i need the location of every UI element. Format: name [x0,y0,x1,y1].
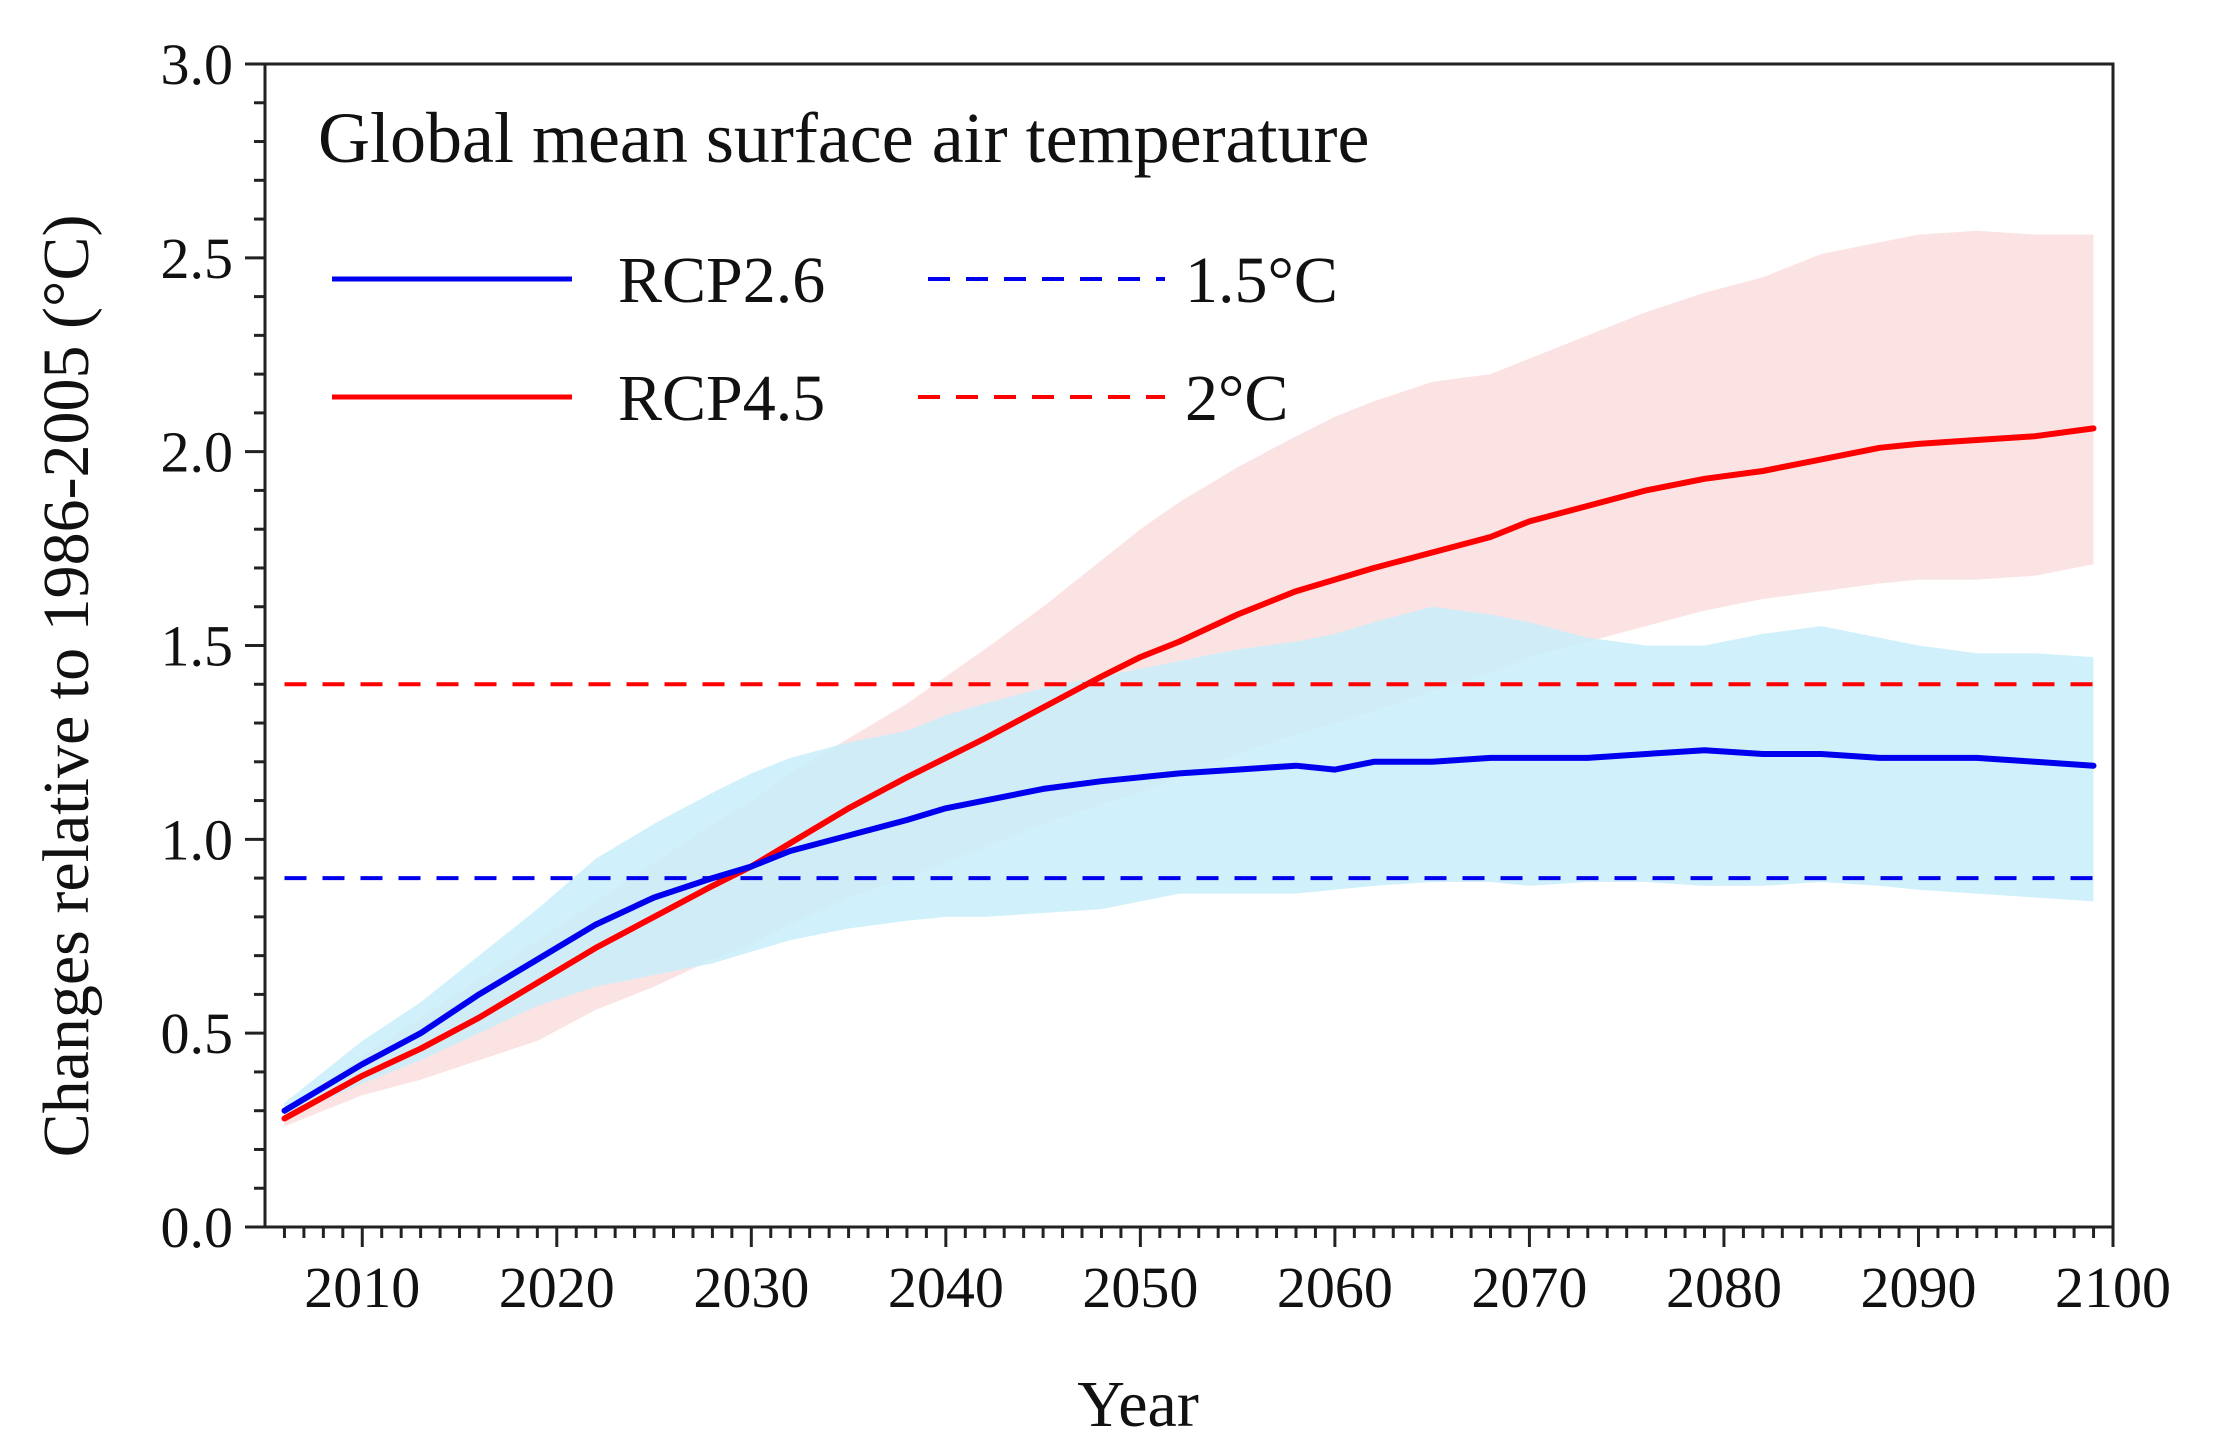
y-axis-label: Changes relative to 1986-2005 (°C) [30,215,103,1158]
y-tick-label: 0.0 [161,1195,234,1260]
x-tick-label: 2100 [2055,1255,2171,1320]
legend: RCP2.6 1.5°C RCP4.5 2°C [332,244,1338,435]
y-tick-label: 1.5 [161,614,234,679]
x-tick-label: 2070 [1471,1255,1587,1320]
legend-label-2-degc: 2°C [1185,362,1288,435]
axes: 2010 2020 2030 2040 2050 2060 2070 2080 2090 2100… [161,32,2172,1320]
x-tick-label: 2030 [693,1255,809,1320]
line-rcp2-6 [281,747,2097,1114]
band-rcp2-6 [284,606,2094,1119]
x-tick-label: 2060 [1277,1255,1393,1320]
y-tick-label: 1.0 [161,807,234,872]
legend-label-1-5-degc: 1.5°C [1185,244,1338,317]
line-rcp4-5 [281,425,2097,1122]
chart-title: Global mean surface air temperature [318,98,1369,178]
x-tick-label: 2040 [888,1255,1004,1320]
x-tick-label: 2010 [304,1255,420,1320]
x-tick-label: 2050 [1082,1255,1198,1320]
x-tick-label: 2080 [1666,1255,1782,1320]
series-lines [281,425,2097,1122]
y-tick-label: 2.5 [161,226,234,291]
legend-label-rcp4-5: RCP4.5 [618,362,825,435]
x-tick-label: 2020 [499,1255,615,1320]
legend-label-rcp2-6: RCP2.6 [618,244,825,317]
x-tick-label: 2090 [1860,1255,1976,1320]
y-tick-label: 0.5 [161,1001,234,1066]
uncertainty-bands [284,230,2094,1127]
x-axis-label: Year [1077,1368,1199,1437]
y-tick-label: 3.0 [161,32,234,97]
y-tick-label: 2.0 [161,420,234,485]
